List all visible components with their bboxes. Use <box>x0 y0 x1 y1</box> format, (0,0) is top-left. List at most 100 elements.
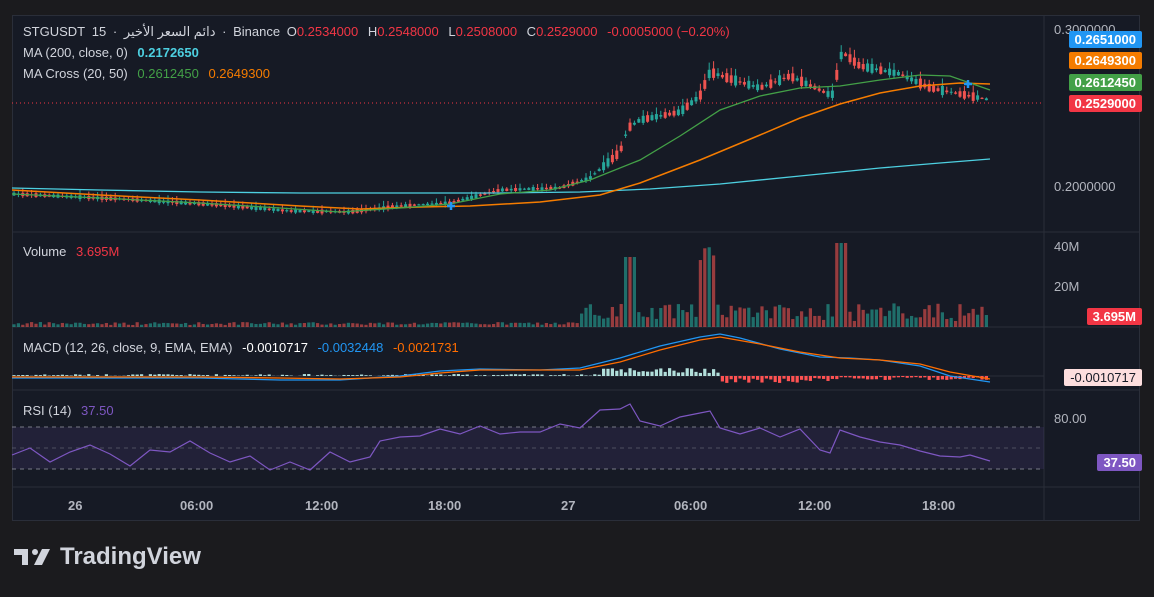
volume-bar <box>610 306 614 327</box>
ma200-value: 0.2172650 <box>137 45 199 60</box>
macd-histogram-bar <box>681 372 685 376</box>
candle-body <box>311 209 315 214</box>
volume-bar <box>654 318 658 327</box>
volume-bar <box>628 257 632 327</box>
macd-histogram-bar <box>179 375 183 376</box>
candle-body <box>434 202 438 205</box>
localized-title: دائم السعر الأخير <box>123 24 216 39</box>
candle-body <box>954 92 958 94</box>
volume-bar <box>668 304 672 327</box>
candle-body <box>593 173 597 175</box>
volume-bar <box>558 324 562 327</box>
ohlc-change: -0.0005000 (−0.20%) <box>607 24 730 39</box>
volume-bar <box>690 304 694 327</box>
volume-bar <box>646 317 650 327</box>
volume-tag: 3.695M <box>1086 308 1142 325</box>
macd-histogram-bar <box>949 376 953 380</box>
candle-body <box>725 73 729 83</box>
time-label-1200: 12:00 <box>305 498 338 513</box>
volume-bar <box>443 322 447 327</box>
candle-body <box>188 201 192 205</box>
macd-histogram-bar <box>245 374 249 376</box>
candle-body <box>632 122 636 125</box>
macd-legend[interactable]: MACD (12, 26, close, 9, EMA, EMA) -0.001… <box>23 340 459 355</box>
volume-bar <box>87 324 91 327</box>
macd-histogram-bar <box>558 375 562 376</box>
macd-histogram-bar <box>962 376 966 379</box>
candle-body <box>760 84 764 90</box>
symbol-name[interactable]: STGUSDT <box>23 24 86 39</box>
macd-histogram-bar <box>967 376 971 378</box>
macd-histogram-bar <box>562 374 566 376</box>
rsi-tag: 37.50 <box>1097 454 1142 471</box>
macd-histogram-bar <box>690 368 694 376</box>
volume-bar <box>857 304 861 327</box>
volume-bar <box>536 322 540 327</box>
macd-histogram-bar <box>712 369 716 376</box>
candle-body <box>764 84 768 87</box>
volume-bar <box>879 307 883 327</box>
candle-body <box>430 203 434 205</box>
volume-bar <box>258 323 262 327</box>
volume-bar <box>544 322 548 327</box>
macd-histogram-bar <box>896 376 900 378</box>
volume-bar <box>553 322 557 327</box>
volume-bar <box>540 324 544 327</box>
macd-histogram-bar <box>536 374 540 376</box>
interval-label[interactable]: 15 <box>91 24 107 39</box>
macd-histogram-bar <box>760 376 764 383</box>
volume-bar <box>958 304 962 327</box>
candle-body <box>927 83 931 92</box>
macd-histogram-bar <box>817 376 821 379</box>
macd-histogram-bar <box>782 376 786 379</box>
volume-bar <box>223 324 227 327</box>
candle-body <box>874 68 878 71</box>
macd-histogram-bar <box>263 375 267 376</box>
macd-histogram-bar <box>386 375 390 376</box>
candle-body <box>668 112 672 116</box>
volume-bar <box>514 322 518 327</box>
candle-body <box>641 115 645 123</box>
macd-histogram-bar <box>360 374 364 376</box>
volume-bar <box>434 323 438 327</box>
candle-body <box>518 188 522 191</box>
volume-bar <box>82 323 86 327</box>
ma-cross-legend[interactable]: MA Cross (20, 50) 0.2612450 0.2649300 <box>23 66 270 81</box>
candle-body <box>474 194 478 199</box>
volume-bar <box>650 307 654 327</box>
macd-histogram-bar <box>738 376 742 379</box>
time-label-27: 27 <box>561 498 575 513</box>
candle-body <box>390 205 394 209</box>
rsi-legend[interactable]: RSI (14) 37.50 <box>23 403 114 418</box>
candle-body <box>452 201 456 203</box>
macd-histogram-bar <box>874 376 878 380</box>
macd-histogram-bar <box>21 375 25 376</box>
candle-body <box>654 114 658 120</box>
volume-bar <box>373 323 377 327</box>
volume-legend[interactable]: Volume 3.695M <box>23 244 120 259</box>
volume-bar <box>496 322 500 327</box>
candle-body <box>910 77 914 82</box>
volume-bar <box>478 324 482 327</box>
volume-bar <box>835 243 839 327</box>
volume-bar <box>896 306 900 327</box>
volume-bar <box>641 316 645 327</box>
volume-value: 3.695M <box>76 244 120 259</box>
macd-histogram-bar <box>496 375 500 376</box>
candle-body <box>980 97 984 99</box>
ma200-legend[interactable]: MA (200, close, 0) 0.2172650 <box>23 45 199 60</box>
candle-body <box>888 68 892 76</box>
candle-body <box>531 187 535 191</box>
candle-body <box>751 85 755 87</box>
candle-body <box>210 203 214 206</box>
chart-frame[interactable] <box>12 15 1140 521</box>
ohlc-open: O0.2534000 <box>286 24 359 39</box>
volume-tick-20m: 20M <box>1054 279 1079 294</box>
macd-histogram-bar <box>786 376 790 382</box>
volume-bar <box>109 324 113 327</box>
candle-body <box>866 63 870 72</box>
volume-bar <box>940 312 944 327</box>
ma-slow-value: 0.2649300 <box>208 66 270 81</box>
macd-histogram-bar <box>773 376 777 383</box>
